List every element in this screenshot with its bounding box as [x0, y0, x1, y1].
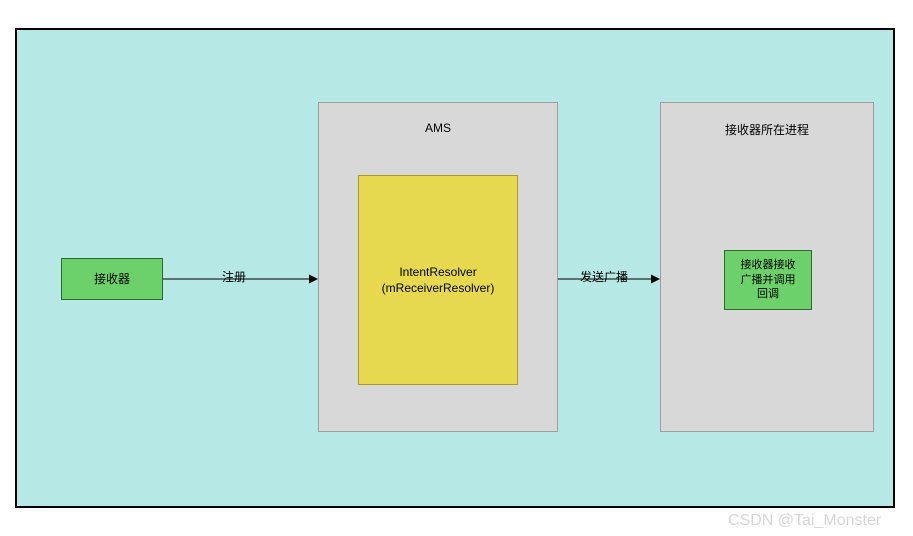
- node-receiver-callback-label: 接收器接收 广播并调用 回调: [741, 258, 796, 303]
- node-intent-resolver-label-line1: IntentResolver: [382, 264, 495, 280]
- node-receiver-callback-label-line3: 回调: [741, 287, 796, 302]
- node-receiver-callback-label-line2: 广播并调用: [741, 273, 796, 288]
- node-receiver-label: 接收器: [94, 271, 130, 287]
- node-intent-resolver: IntentResolver (mReceiverResolver): [358, 175, 518, 385]
- container-ams-title: AMS: [319, 121, 557, 135]
- container-receiver-process-title: 接收器所在进程: [661, 121, 873, 138]
- watermark-text: CSDN @Tai_Monster: [728, 512, 881, 530]
- node-receiver-callback: 接收器接收 广播并调用 回调: [724, 250, 812, 310]
- node-intent-resolver-label-line2: (mReceiverResolver): [382, 280, 495, 296]
- edge-label-register: 注册: [222, 268, 246, 285]
- node-intent-resolver-label: IntentResolver (mReceiverResolver): [382, 264, 495, 296]
- node-receiver-callback-label-line1: 接收器接收: [741, 258, 796, 273]
- node-receiver: 接收器: [61, 258, 163, 300]
- edge-label-broadcast: 发送广播: [580, 268, 628, 285]
